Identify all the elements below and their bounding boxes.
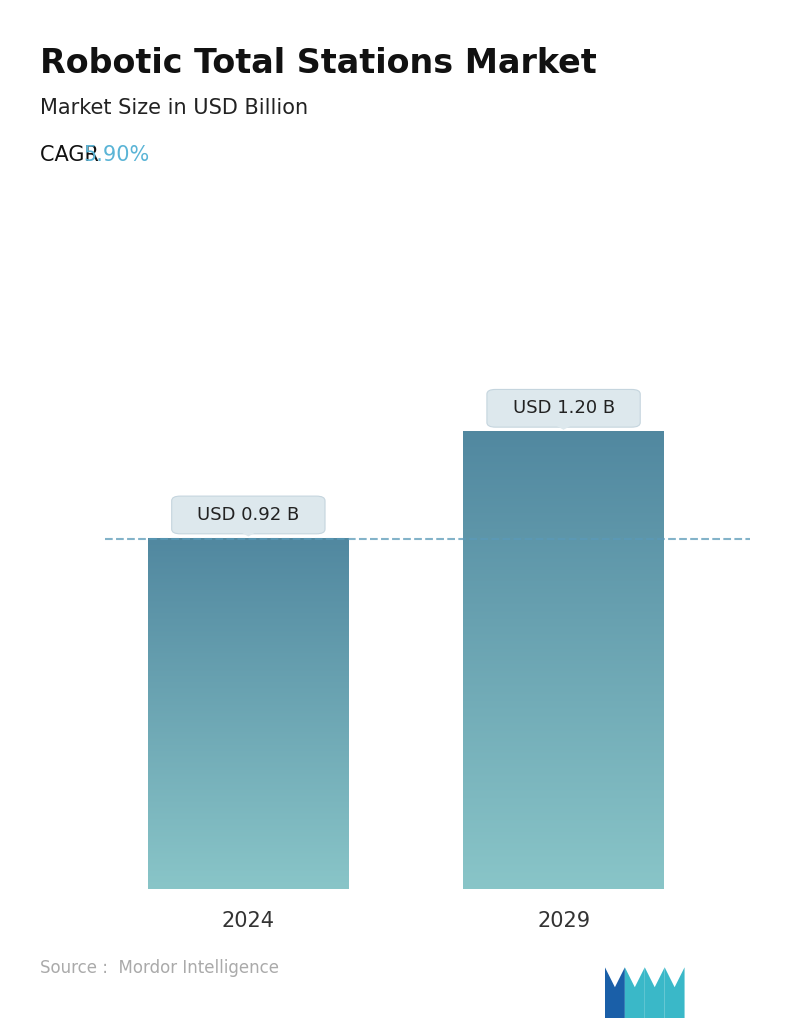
Text: 5.90%: 5.90% [84, 145, 150, 164]
Polygon shape [236, 529, 261, 537]
Polygon shape [645, 968, 665, 1018]
Text: Robotic Total Stations Market: Robotic Total Stations Market [40, 47, 596, 80]
Text: Source :  Mordor Intelligence: Source : Mordor Intelligence [40, 960, 279, 977]
FancyBboxPatch shape [172, 496, 325, 534]
Text: USD 1.20 B: USD 1.20 B [513, 399, 615, 418]
Polygon shape [551, 423, 576, 430]
Polygon shape [665, 968, 685, 1018]
FancyBboxPatch shape [487, 390, 640, 427]
Polygon shape [625, 968, 645, 1018]
Text: CAGR: CAGR [40, 145, 105, 164]
Text: USD 0.92 B: USD 0.92 B [197, 506, 299, 524]
Text: Market Size in USD Billion: Market Size in USD Billion [40, 98, 308, 118]
Polygon shape [605, 968, 625, 1018]
